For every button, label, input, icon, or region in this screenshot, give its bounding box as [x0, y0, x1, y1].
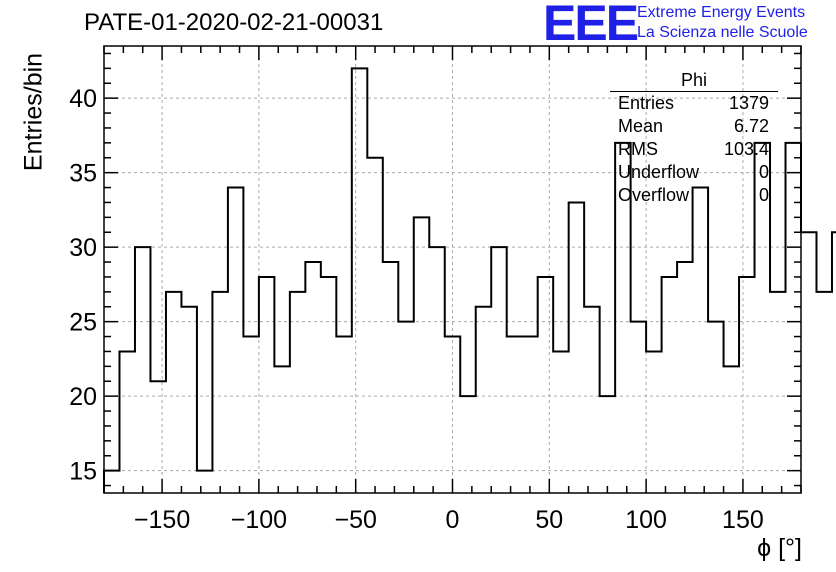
logo-subtitle-2: La Scienza nelle Scuole [637, 24, 808, 41]
histogram-bin [135, 247, 150, 493]
histogram-bin [801, 232, 816, 493]
y-tick-label: 30 [69, 234, 97, 262]
histogram-bin [274, 366, 289, 493]
x-tick-label: 100 [625, 506, 667, 534]
axis-ticks [103, 46, 802, 493]
histogram-bin [693, 188, 708, 493]
histogram-bin [770, 292, 785, 493]
histogram-bin [352, 68, 367, 493]
histogram-bin [166, 292, 181, 493]
histogram-bin [243, 337, 258, 493]
stats-value: 1379 [728, 93, 769, 113]
histogram-bin [538, 277, 553, 493]
histogram-bin [290, 292, 305, 493]
stats-row-underflow: Underflow 0 [610, 161, 778, 184]
histogram-bin [646, 351, 661, 493]
tick-labels: −150 −100 −50 0 50 100 150 15 20 25 30 35 40 [69, 85, 764, 534]
stats-row-rms: RMS 103.4 [610, 138, 778, 161]
histogram-bin [631, 322, 646, 493]
histogram-bin [739, 277, 754, 493]
histogram-bin [507, 337, 522, 493]
histogram-bin [662, 277, 677, 493]
histogram-step-line [103, 67, 836, 493]
histogram-bin [677, 262, 692, 493]
stats-value: 0 [758, 162, 769, 182]
histogram-bin [491, 247, 506, 493]
histogram-bin [321, 277, 336, 493]
y-tick-label: 40 [69, 85, 97, 113]
histogram-bin [336, 337, 351, 493]
histogram-bin [181, 307, 196, 493]
histogram-bin [553, 351, 568, 493]
stats-label: Mean [618, 116, 664, 136]
histogram-bin [414, 217, 429, 493]
eee-logo: EEE [543, 0, 639, 51]
stats-value: 6.72 [733, 116, 769, 136]
plot-title: PATE-01-2020-02-21-00031 [84, 9, 384, 36]
x-tick-label: 0 [446, 506, 460, 534]
stats-row-overflow: Overflow 0 [610, 184, 778, 207]
stats-label: Underflow [618, 162, 700, 182]
histogram-bin [832, 232, 836, 493]
x-axis-label: ϕ [°] [757, 534, 802, 562]
histogram-bin [445, 337, 460, 493]
histogram-bin [429, 247, 444, 493]
stats-box: Phi Entries 1379 Mean 6.72 RMS 103.4 Und… [610, 70, 778, 207]
y-axis-label: Entries/bin [19, 52, 48, 172]
x-tick-label: 50 [535, 506, 563, 534]
stats-label: RMS [618, 139, 658, 159]
stats-row-mean: Mean 6.72 [610, 115, 778, 138]
y-tick-label: 35 [69, 160, 97, 188]
histogram-bars [103, 67, 836, 493]
histogram-bin [724, 366, 739, 493]
logo-subtitle-1: Extreme Energy Events [637, 4, 806, 21]
x-tick-label: −100 [231, 506, 287, 534]
histogram-bin [476, 307, 491, 493]
histogram-bin [197, 471, 212, 493]
histogram-bin [367, 158, 382, 493]
y-tick-label: 15 [69, 458, 97, 486]
histogram-bin [600, 396, 615, 493]
histogram-bin [383, 262, 398, 493]
histogram-bin [584, 307, 599, 493]
x-tick-label: 150 [722, 506, 764, 534]
histogram-bin [212, 292, 227, 493]
stats-name: Phi [610, 70, 778, 92]
x-tick-label: −50 [334, 506, 376, 534]
histogram-bin [305, 262, 320, 493]
histogram-bin [119, 351, 134, 493]
histogram-bin [104, 471, 119, 493]
grid-lines [104, 46, 801, 493]
histogram-bin [569, 202, 584, 493]
stats-value: 103.4 [723, 139, 769, 159]
histogram-bin [150, 381, 165, 493]
histogram-bin [228, 188, 243, 493]
histogram-bin [522, 337, 537, 493]
histogram-bin [708, 322, 723, 493]
stats-value: 0 [758, 185, 769, 205]
histogram-bin [816, 292, 831, 493]
histogram-bin [460, 396, 475, 493]
histogram-bin [398, 322, 413, 493]
y-tick-label: 25 [69, 309, 97, 337]
stats-row-entries: Entries 1379 [610, 92, 778, 115]
histogram-bin [259, 277, 274, 493]
x-tick-label: −150 [134, 506, 190, 534]
stats-label: Overflow [618, 185, 690, 205]
stats-label: Entries [618, 93, 675, 113]
y-tick-label: 20 [69, 383, 97, 411]
